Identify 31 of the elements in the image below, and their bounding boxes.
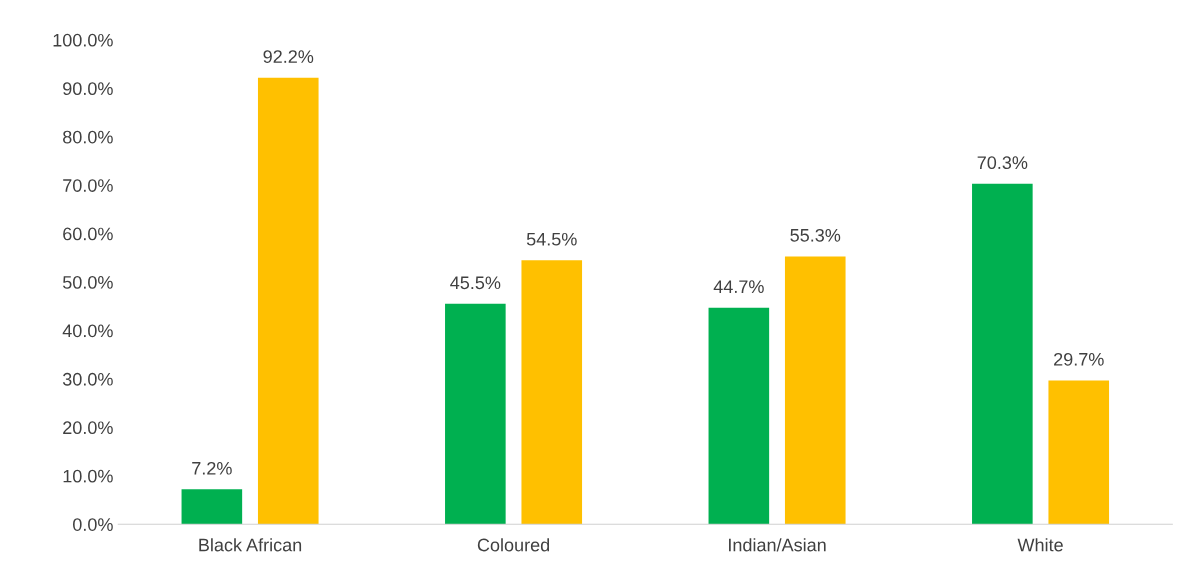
data-label: 92.2% <box>263 50 314 63</box>
y-tick-label: 0.0% <box>73 518 113 531</box>
bar <box>972 183 1033 525</box>
data-label: 45.5% <box>450 276 501 290</box>
x-tick-label: White <box>1017 538 1063 552</box>
bar <box>1048 380 1110 525</box>
y-tick-label: 80.0% <box>63 130 113 144</box>
data-label: 29.7% <box>1054 352 1104 366</box>
y-tick-label: 40.0% <box>62 324 113 338</box>
x-tick-label: Black African <box>199 538 302 552</box>
bar <box>257 77 319 525</box>
bar <box>181 489 243 525</box>
y-tick-label: 30.0% <box>62 372 113 386</box>
bar <box>708 307 770 525</box>
y-tick-label: 50.0% <box>62 276 113 289</box>
y-tick-label: 100.0% <box>53 33 113 47</box>
data-label: 55.3% <box>790 228 841 242</box>
data-label: 7.2% <box>192 461 232 475</box>
x-tick-label: Indian/Asian <box>729 538 826 552</box>
bar <box>521 260 583 525</box>
bar <box>445 303 506 525</box>
y-tick-label: 60.0% <box>63 227 113 241</box>
data-label: 54.5% <box>526 232 577 246</box>
y-tick-label: 70.0% <box>63 179 113 192</box>
y-tick-label: 90.0% <box>63 82 113 96</box>
y-tick-label: 20.0% <box>63 421 113 435</box>
bar <box>784 256 846 525</box>
data-label: 70.3% <box>977 156 1028 170</box>
x-tick-label: Coloured <box>477 538 550 552</box>
y-tick-label: 10.0% <box>63 469 113 483</box>
data-label: 44.7% <box>713 280 764 293</box>
